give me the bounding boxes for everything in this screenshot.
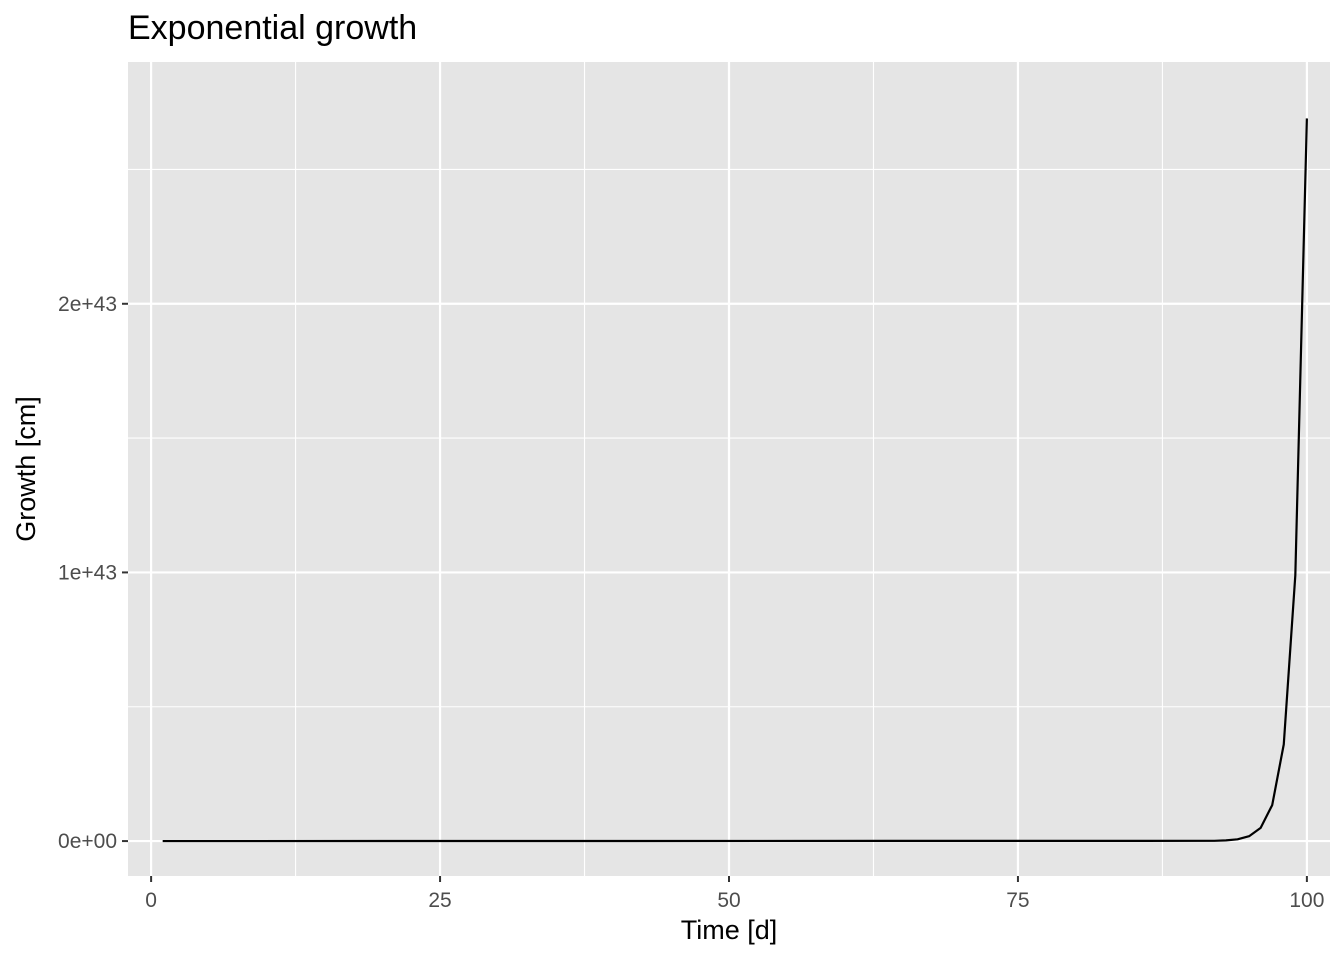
x-tick-label: 25 — [428, 889, 451, 912]
y-tick-label: 1e+43 — [58, 561, 117, 584]
series-layer — [162, 118, 1308, 843]
y-tick-label: 0e+00 — [58, 830, 117, 853]
series-line-0 — [162, 118, 1308, 843]
x-tick-label: 0 — [145, 889, 157, 912]
x-tick-label: 75 — [1006, 889, 1029, 912]
x-axis-title: Time [d] — [681, 915, 778, 945]
x-tick-label: 100 — [1289, 889, 1324, 912]
y-tick-label: 2e+43 — [58, 293, 117, 316]
x-tick-label: 50 — [717, 889, 740, 912]
y-axis-title: Growth [cm] — [11, 396, 41, 542]
x-axis: 0 25 50 75 100 — [145, 876, 1324, 912]
y-axis: 0e+00 1e+43 2e+43 — [58, 293, 128, 853]
chart-title: Exponential growth — [128, 9, 417, 47]
